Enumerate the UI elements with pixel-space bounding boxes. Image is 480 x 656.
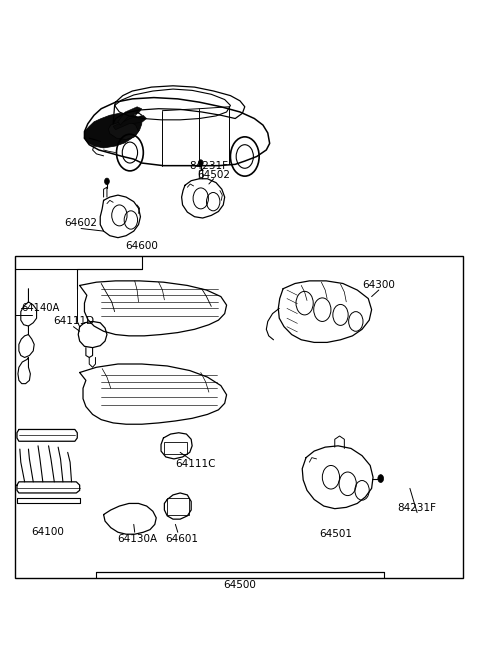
Text: 64300: 64300 [362,281,395,291]
Text: 64601: 64601 [165,534,198,544]
Text: 64130A: 64130A [117,534,157,544]
Polygon shape [118,107,142,125]
Text: 64501: 64501 [319,529,352,539]
Text: 84231F: 84231F [397,503,437,513]
Text: 64600: 64600 [125,241,158,251]
Text: 64500: 64500 [224,580,256,590]
Text: 64111D: 64111D [53,316,94,327]
Text: 64111C: 64111C [176,459,216,468]
Circle shape [198,160,203,167]
Polygon shape [108,122,139,140]
Bar [164,442,187,454]
Polygon shape [84,113,142,148]
Polygon shape [113,115,147,130]
Text: 64100: 64100 [31,527,64,537]
Text: 84231F: 84231F [190,161,228,171]
Text: 64140A: 64140A [21,303,59,314]
Circle shape [378,475,384,483]
Text: 64502: 64502 [197,171,230,180]
Circle shape [105,178,109,184]
Text: 64602: 64602 [65,218,97,228]
Bar [15,256,463,578]
Bar [167,498,189,514]
